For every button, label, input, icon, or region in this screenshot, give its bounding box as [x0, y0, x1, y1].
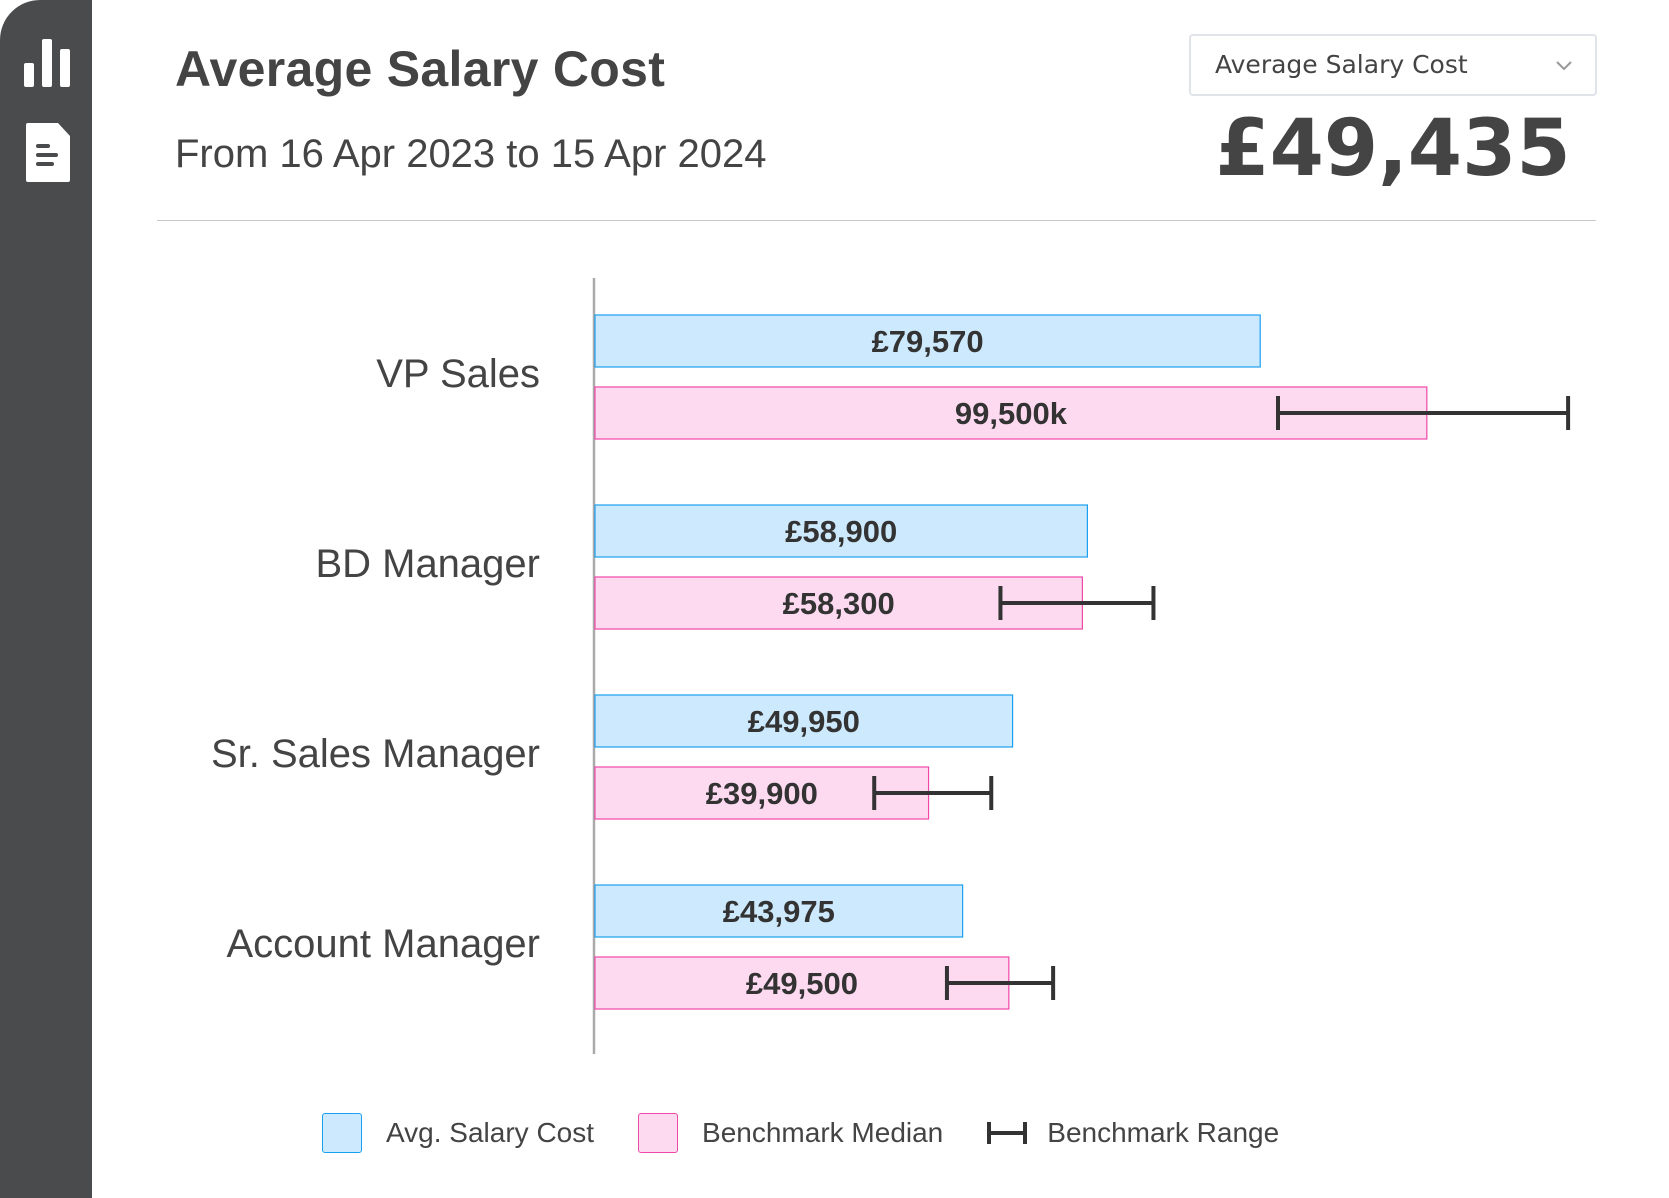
legend-label: Avg. Salary Cost — [386, 1117, 595, 1148]
category-label: BD Manager — [315, 542, 540, 586]
legend-swatch-avg — [322, 1113, 362, 1153]
legend-label: Benchmark Median — [702, 1117, 944, 1148]
bar-avg-salary — [594, 694, 1014, 748]
legend-label: Benchmark Range — [1047, 1117, 1280, 1148]
legend: Avg. Salary Cost Benchmark Median Benchm… — [322, 1113, 1323, 1153]
bar-value-label: £43,975 — [723, 894, 835, 929]
category-label: VP Sales — [376, 352, 540, 396]
bar-avg-salary — [594, 314, 1261, 368]
page-title: Average Salary Cost — [175, 41, 666, 97]
chevron-down-icon — [1556, 61, 1572, 71]
bar-avg-salary — [594, 884, 964, 938]
bar-value-label: £58,900 — [785, 514, 897, 549]
legend-item-benchmark-median: Benchmark Median — [638, 1113, 943, 1153]
legend-swatch-benchmark — [638, 1113, 679, 1153]
bar-chart-icon[interactable] — [24, 35, 72, 95]
bar-value-label: £49,500 — [746, 966, 858, 1001]
metric-dropdown[interactable]: Average Salary Cost — [1189, 34, 1597, 96]
document-icon[interactable] — [24, 122, 72, 182]
bar-benchmark-median — [594, 956, 1010, 1010]
legend-item-benchmark-range: Benchmark Range — [987, 1117, 1279, 1149]
bar-value-label: £58,300 — [783, 586, 895, 621]
bar-value-label: 99,500k — [955, 396, 1068, 431]
bar-value-label: £39,900 — [706, 776, 818, 811]
kpi-value: £49,435 — [1215, 104, 1571, 194]
metric-dropdown-value: Average Salary Cost — [1215, 50, 1468, 79]
date-range: From 16 Apr 2023 to 15 Apr 2024 — [175, 132, 767, 176]
bar-value-label: £79,570 — [872, 324, 984, 359]
range-icon — [987, 1122, 1028, 1144]
category-label: Account Manager — [226, 922, 540, 966]
sidebar — [0, 0, 92, 1198]
bar-value-label: £49,950 — [748, 704, 860, 739]
divider — [157, 220, 1596, 221]
legend-item-avg: Avg. Salary Cost — [322, 1113, 594, 1153]
bar-avg-salary — [594, 504, 1089, 558]
category-label: Sr. Sales Manager — [211, 732, 540, 776]
